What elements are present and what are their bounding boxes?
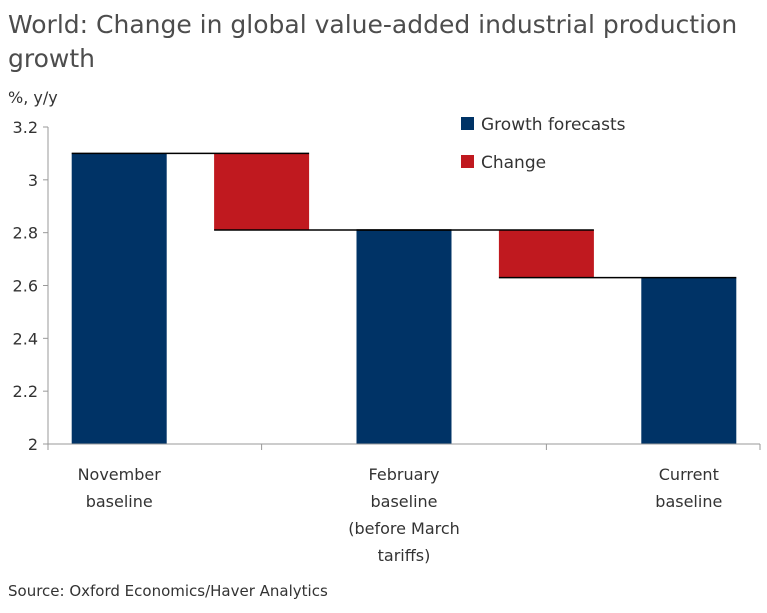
y-tick-label: 3 [28,171,38,190]
legend-group: Growth forecasts Change [461,115,626,173]
category-label: November baseline [78,465,162,511]
forecast-bar-0 [71,153,167,444]
forecast-bar-2 [356,230,452,444]
change-bar-1 [214,153,310,231]
change-bar-3 [498,230,594,278]
legend-swatch [461,117,474,130]
legend-label: Change [481,153,546,173]
forecast-bar-4 [641,277,737,444]
axes-group: 3.2 3 2.8 2.6 2.4 2.2 2 November baseline Februar… [13,118,761,565]
chart-title: World: Change in global value-added indu… [8,10,738,73]
y-tick-label: 2.8 [13,224,38,243]
legend-label: Growth forecasts [481,115,626,135]
y-tick-label: 2 [28,435,38,454]
category-label: February baseline (before March tariffs) [348,465,460,565]
category-label: Current baseline [655,465,722,511]
y-tick-label: 3.2 [13,118,38,137]
y-tick-label: 2.2 [13,382,38,401]
y-axis-unit-label: %, y/y [8,88,58,107]
bars-group [71,153,737,444]
connector-lines-group [71,152,737,279]
y-tick-label: 2.6 [13,277,38,296]
y-tick-label: 2.4 [13,329,38,348]
legend-swatch [461,155,474,168]
source-note: Source: Oxford Economics/Haver Analytics [8,582,328,600]
